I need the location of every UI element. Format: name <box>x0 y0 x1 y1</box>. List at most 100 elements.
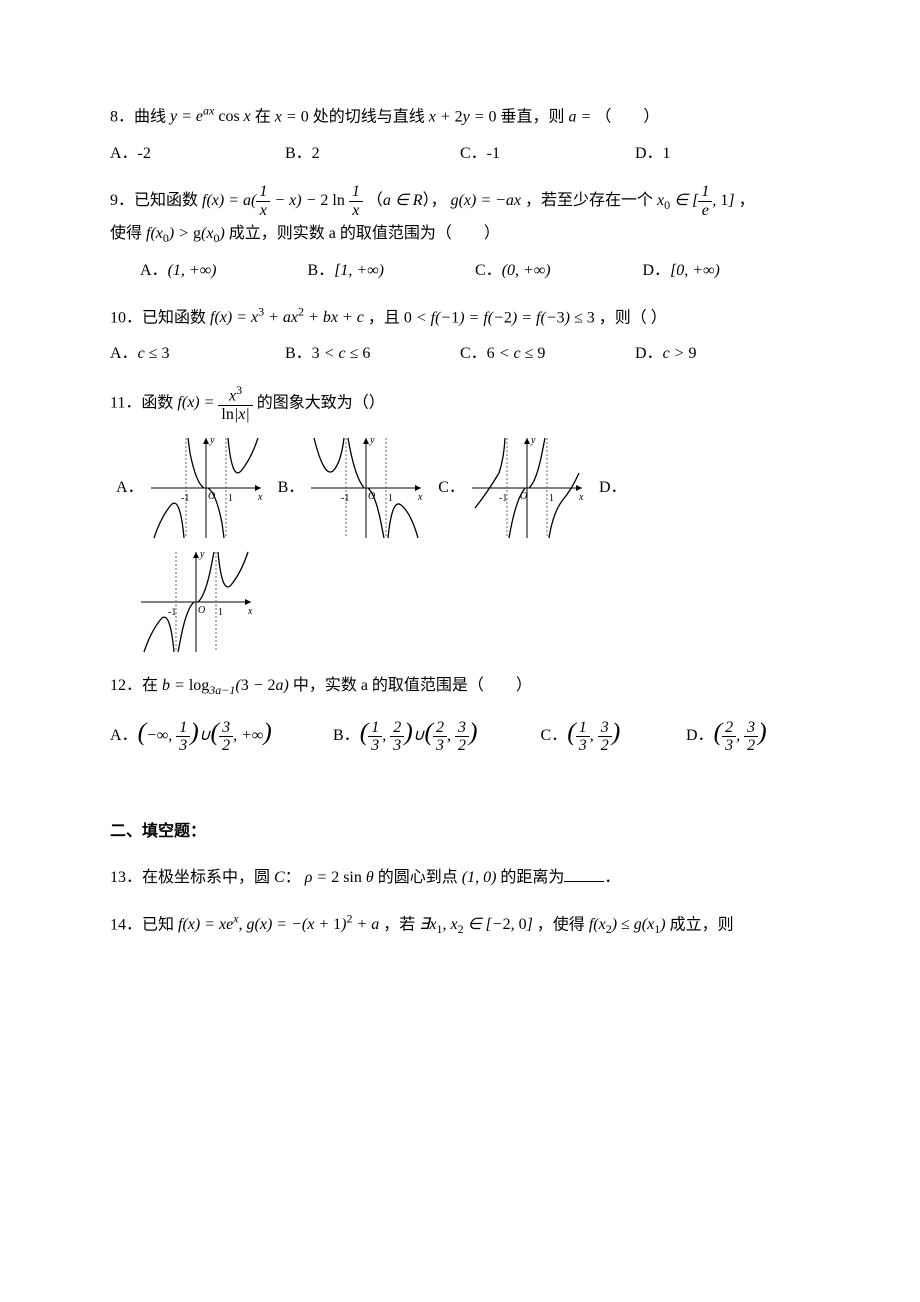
question-8: 8．曲线 y = eax cos x 在 x = 0 处的切线与直线 x + 2… <box>110 100 810 169</box>
q8-stem-pre: 8．曲线 <box>110 108 170 125</box>
svg-text:O: O <box>198 605 205 616</box>
q13-blank[interactable] <box>564 881 604 882</box>
svg-text:1: 1 <box>228 493 233 504</box>
q10-cond: 0 < f(−1) = f(−2) = f(−3) ≤ 3 <box>404 309 595 326</box>
q10-f: f(x) = x3 + ax2 + bx + c <box>210 309 364 326</box>
svg-text:-1: -1 <box>168 607 176 618</box>
svg-text:x: x <box>257 492 263 503</box>
q9-g: g(x) = −ax <box>451 192 521 209</box>
q14-pre: 14．已知 <box>110 916 178 933</box>
q9-ineq: f(x0) > g(x0) <box>146 225 225 242</box>
q8-opt-b[interactable]: B．2 <box>285 139 460 169</box>
svg-text:x: x <box>578 492 584 503</box>
svg-text:1: 1 <box>549 493 554 504</box>
q8-ask: a = <box>569 108 596 125</box>
svg-text:-1: -1 <box>499 493 507 504</box>
q12-opt-d[interactable]: D．(23, 32) <box>686 708 810 757</box>
q14-f: f(x) = xex, g(x) = −(x + 1)2 + a <box>178 916 379 933</box>
q10-opt-a[interactable]: A．c ≤ 3 <box>110 339 285 369</box>
q12-opt-c[interactable]: C．(13, 32) <box>541 708 681 757</box>
q9-line2-pre: 使得 <box>110 225 146 242</box>
q8-opt-d[interactable]: D．1 <box>635 139 810 169</box>
q9-comma: ， <box>739 192 755 209</box>
q14-exists: ∃x1, x2 ∈ [−2, 0] <box>419 916 533 933</box>
q8-post: 垂直，则 <box>501 108 569 125</box>
q9-opt-c[interactable]: C．(0, +∞) <box>475 256 643 286</box>
svg-text:1: 1 <box>218 607 223 618</box>
q14-mid: ，若 <box>383 916 419 933</box>
q8-mid: 在 <box>255 108 275 125</box>
question-14: 14．已知 f(x) = xex, g(x) = −(x + 1)2 + a ，… <box>110 908 810 941</box>
q12-options: A．(−∞, 13)∪(32, +∞) B．(13, 23)∪(23, 32) … <box>110 708 810 757</box>
q13-pt: (1, 0) <box>462 869 497 886</box>
q11-opt-a-label[interactable]: A． <box>116 473 144 503</box>
q8-options: A．-2 B．2 C．-1 D．1 <box>110 139 810 169</box>
question-11: 11．函数 f(x) = x3ln|x| 的图象大致为（） A． -1 O 1 … <box>110 384 810 658</box>
q10-opt-b[interactable]: B．3 < c ≤ 6 <box>285 339 460 369</box>
q9-pre: 9．已知函数 <box>110 192 202 209</box>
svg-text:y: y <box>209 435 215 446</box>
q11-plot-c: -1 O 1 x y <box>467 433 587 543</box>
q8-at: x = 0 <box>275 108 309 125</box>
svg-text:x: x <box>247 606 253 617</box>
q13-eq: ρ = 2 sin θ <box>305 869 374 886</box>
q11-plot-a: -1 O 1 x y <box>146 433 266 543</box>
q9-opt-d[interactable]: D．[0, +∞) <box>643 256 811 286</box>
q11-plots-row1: A． -1 O 1 x y B． <box>110 433 810 543</box>
q10-options: A．c ≤ 3 B．3 < c ≤ 6 C．6 < c ≤ 9 D．c > 9 <box>110 339 810 369</box>
q11-plot-b: -1 O 1 x y <box>306 433 426 543</box>
q9-x0: x0 ∈ [1e, 1] <box>657 192 735 209</box>
q14-ineq: f(x2) ≤ g(x1) <box>589 916 666 933</box>
q11-pre: 11．函数 <box>110 394 177 411</box>
q13-mid: 的圆心到点 <box>378 869 462 886</box>
q9-line2-post: 成立，则实数 a 的取值范围为（ ） <box>229 225 500 242</box>
q14-mid2: ，使得 <box>537 916 589 933</box>
q8-mid2: 处的切线与直线 <box>313 108 429 125</box>
q8-paren: （ ） <box>595 108 659 125</box>
q10-opt-c[interactable]: C．6 < c ≤ 9 <box>460 339 635 369</box>
q10-mid: ，且 <box>368 309 404 326</box>
q11-opt-d-label[interactable]: D． <box>599 473 627 503</box>
q10-opt-d[interactable]: D．c > 9 <box>635 339 810 369</box>
section-2-heading: 二、填空题： <box>110 817 810 847</box>
q10-pre: 10．已知函数 <box>110 309 210 326</box>
svg-text:y: y <box>530 435 536 446</box>
svg-text:y: y <box>199 549 205 560</box>
q11-opt-c-label[interactable]: C． <box>438 473 465 503</box>
q8-line: x + 2y = 0 <box>429 108 497 125</box>
q11-f: f(x) = x3ln|x| <box>177 394 252 411</box>
q12-post: 中，实数 a 的取值范围是（ ） <box>293 677 532 694</box>
q8-opt-a[interactable]: A．-2 <box>110 139 285 169</box>
svg-text:-1: -1 <box>181 493 189 504</box>
q11-post: 的图象大致为（） <box>257 394 385 411</box>
svg-text:x: x <box>417 492 423 503</box>
question-10: 10．已知函数 f(x) = x3 + ax2 + bx + c ，且 0 < … <box>110 301 810 370</box>
q9-options: A．(1, +∞) B．[1, +∞) C．(0, +∞) D．[0, +∞) <box>110 256 810 286</box>
q9-cond-a: （a ∈ R）， <box>367 192 447 209</box>
q12-expr: b = log3a−1(3 − 2a) <box>162 677 289 694</box>
q14-post: 成立，则 <box>670 916 734 933</box>
q11-opt-b-label[interactable]: B． <box>278 473 305 503</box>
q10-post: ，则（ ） <box>599 309 667 326</box>
q11-plots-row2: -1 O 1 x y <box>110 547 810 657</box>
svg-text:1: 1 <box>388 493 393 504</box>
q9-mid2: ，若至少存在一个 <box>525 192 657 209</box>
q9-f: f(x) = a(1x − x) − 2 ln 1x <box>202 192 367 209</box>
q13-pre: 13．在极坐标系中，圆 <box>110 869 274 886</box>
q12-opt-b[interactable]: B．(13, 23)∪(23, 32) <box>333 708 535 757</box>
q13-post: 的距离为 <box>500 869 564 886</box>
svg-text:y: y <box>369 435 375 446</box>
q9-opt-b[interactable]: B．[1, +∞) <box>308 256 476 286</box>
svg-text:-1: -1 <box>341 493 349 504</box>
svg-text:O: O <box>520 491 527 502</box>
q13-C: C <box>274 869 285 886</box>
q11-plot-d: -1 O 1 x y <box>136 547 256 657</box>
question-9: 9．已知函数 f(x) = a(1x − x) − 2 ln 1x （a ∈ R… <box>110 183 810 287</box>
question-12: 12．在 b = log3a−1(3 − 2a) 中，实数 a 的取值范围是（ … <box>110 671 810 757</box>
question-13: 13．在极坐标系中，圆 C： ρ = 2 sin θ 的圆心到点 (1, 0) … <box>110 863 810 893</box>
q12-pre: 12．在 <box>110 677 162 694</box>
q8-opt-c[interactable]: C．-1 <box>460 139 635 169</box>
q9-opt-a[interactable]: A．(1, +∞) <box>140 256 308 286</box>
q8-expr: y = eax cos x <box>170 108 251 125</box>
q12-opt-a[interactable]: A．(−∞, 13)∪(32, +∞) <box>110 708 327 757</box>
